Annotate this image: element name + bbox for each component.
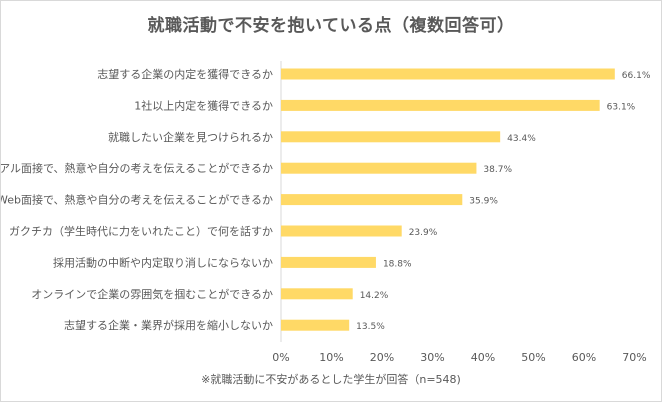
bar-value-label: 13.5% [356, 322, 385, 332]
bar-value-label: 35.9% [469, 197, 498, 207]
bar-value-label: 38.7% [483, 165, 512, 175]
bar [281, 162, 477, 174]
bar-value-label: 43.4% [507, 134, 536, 144]
chart-title: 就職活動で不安を抱いている点（複数回答可） [147, 16, 515, 36]
x-tick-label: 60% [572, 351, 596, 364]
bar [281, 319, 350, 331]
x-tick-label: 0% [272, 351, 289, 364]
category-label: ガクチカ（学生時代に力をいれたこと）で何を話すか [9, 224, 273, 238]
x-tick-label: 70% [622, 351, 646, 364]
bar-value-label: 63.1% [607, 102, 636, 112]
category-label: 志望する企業の内定を獲得できるか [97, 67, 273, 81]
category-label: 1社以上内定を獲得できるか [134, 98, 273, 112]
category-label: リアル面接で、熱意や自分の考えを伝えることができるか [1, 161, 273, 175]
category-label: 採用活動の中断や内定取り消しにならないか [53, 255, 273, 269]
x-tick-label: 20% [370, 351, 394, 364]
x-tick-label: 40% [471, 351, 495, 364]
bar-value-label: 14.2% [360, 291, 389, 301]
bar [281, 68, 615, 80]
bar-value-label: 23.9% [409, 228, 438, 238]
category-label: 志望する企業・業界が採用を縮小しないか [64, 318, 273, 332]
category-label: オンラインで企業の雰囲気を掴むことができるか [31, 287, 273, 301]
bar [281, 131, 501, 143]
bar-value-label: 18.8% [383, 259, 412, 269]
category-label: 就職したい企業を見つけられるか [108, 130, 273, 144]
category-label: Web面接で、熱意や自分の考えを伝えることができるか [1, 193, 273, 207]
bar [281, 225, 402, 237]
bar [281, 288, 353, 300]
x-tick-label: 50% [521, 351, 545, 364]
x-tick-label: 30% [420, 351, 444, 364]
x-tick-label: 10% [319, 351, 343, 364]
bar [281, 256, 376, 268]
bar [281, 194, 463, 206]
bar [281, 99, 600, 111]
bar-value-label: 66.1% [622, 71, 651, 81]
chart-footnote: ※就職活動に不安があるとした学生が回答（n=548) [201, 373, 461, 386]
